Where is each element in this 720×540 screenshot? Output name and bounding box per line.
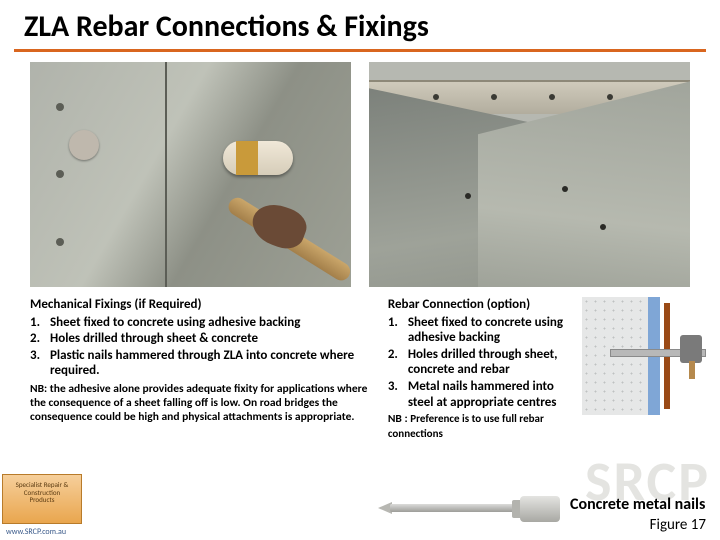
list-item: 2.Holes drilled through sheet & concrete xyxy=(30,331,376,347)
rebar-diagram xyxy=(582,297,706,415)
list-item: 2.Holes drilled through sheet, concrete … xyxy=(388,347,576,378)
figure-number: Figure 17 xyxy=(650,516,706,534)
photo-rebar-connection xyxy=(369,62,690,287)
list-item: 1.Sheet fixed to concrete using adhesive… xyxy=(30,315,376,331)
right-list: 1.Sheet fixed to concrete using adhesive… xyxy=(388,315,576,411)
page-title: ZLA Rebar Connections & Fixings xyxy=(0,0,720,49)
list-text: Metal nails hammered into steel at appro… xyxy=(408,379,557,410)
nb-label: NB : xyxy=(388,412,408,426)
site-url: www.SRCP.com.au xyxy=(2,526,70,538)
concrete-nail-illustration xyxy=(390,492,560,526)
photo-mechanical-fixing xyxy=(30,62,351,287)
list-text: Holes drilled through sheet, concrete an… xyxy=(408,347,558,378)
list-text: Holes drilled through sheet & concrete xyxy=(50,331,258,346)
nail-label: Concrete metal nails xyxy=(570,497,705,514)
slide: ZLA Rebar Connections & Fixings SR xyxy=(0,0,720,540)
list-item: 1.Sheet fixed to concrete using adhesive… xyxy=(388,315,576,346)
left-column: Mechanical Fixings (if Required) 1.Sheet… xyxy=(30,297,376,442)
list-text: Sheet fixed to concrete using adhesive b… xyxy=(50,315,300,330)
right-column: Rebar Connection (option) 1.Sheet fixed … xyxy=(388,297,706,442)
right-note: NB : Preference is to use full rebar con… xyxy=(388,412,576,442)
left-heading: Mechanical Fixings (if Required) xyxy=(30,297,376,313)
logo-line: Products xyxy=(3,496,81,504)
photo-row xyxy=(0,52,720,287)
list-text: Sheet fixed to concrete using adhesive b… xyxy=(408,315,563,346)
right-heading: Rebar Connection (option) xyxy=(388,297,576,313)
list-item: 3.Plastic nails hammered through ZLA int… xyxy=(30,348,376,379)
list-item: 3.Metal nails hammered into steel at app… xyxy=(388,379,576,410)
content-row: Mechanical Fixings (if Required) 1.Sheet… xyxy=(0,287,720,442)
list-text: Plastic nails hammered through ZLA into … xyxy=(50,348,354,379)
nb-text: Preference is to use full rebar connecti… xyxy=(388,412,544,440)
left-note: NB: the adhesive alone provides adequate… xyxy=(30,383,376,424)
srcp-logo: Specialist Repair & Construction Product… xyxy=(2,474,82,524)
left-list: 1.Sheet fixed to concrete using adhesive… xyxy=(30,315,376,379)
